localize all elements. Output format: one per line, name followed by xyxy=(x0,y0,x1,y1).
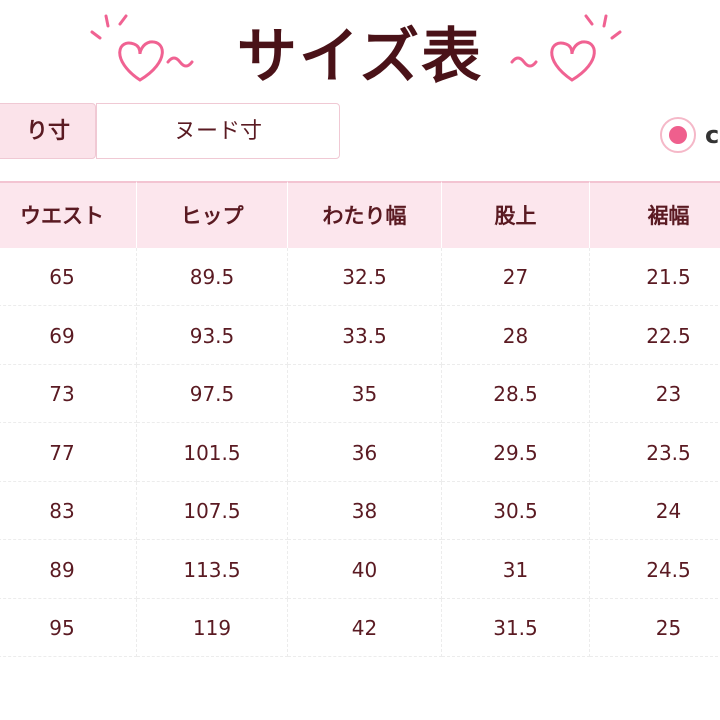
decoration xyxy=(90,14,622,82)
table-cell: 83 xyxy=(0,482,137,540)
table-cell: 28.5 xyxy=(442,365,590,423)
table-cell: 89.5 xyxy=(137,248,288,306)
table-cell: 33.5 xyxy=(288,306,442,365)
column-header: 裾幅 xyxy=(590,181,720,248)
table-cell: 35 xyxy=(288,365,442,423)
table-cell: 73 xyxy=(0,365,137,423)
tab[interactable]: り寸 xyxy=(0,103,96,159)
column-header: わたり幅 xyxy=(288,181,442,248)
table-cell: 24.5 xyxy=(590,541,720,599)
table-cell: 32.5 xyxy=(288,248,442,306)
table-cell: 28 xyxy=(442,306,590,365)
table-cell: 113.5 xyxy=(137,540,288,599)
column-header: 股上 xyxy=(442,181,590,248)
table-cell: 89 xyxy=(0,540,137,599)
table-cell: 42 xyxy=(288,599,442,657)
table-cell: 22.5 xyxy=(590,307,720,365)
table-cell: 95 xyxy=(0,599,137,657)
table-cell: 101.5 xyxy=(137,423,288,482)
table-cell: 24 xyxy=(590,482,720,540)
table-cell: 65 xyxy=(0,248,137,306)
table-cell: 23.5 xyxy=(590,424,720,482)
table-cell: 93.5 xyxy=(137,306,288,365)
table-cell: 77 xyxy=(0,423,137,482)
table-cell: 21.5 xyxy=(590,248,720,306)
table-cell: 23 xyxy=(590,365,720,423)
table-cell: 31.5 xyxy=(442,599,590,657)
tab[interactable]: ヌード寸 xyxy=(96,103,340,159)
table-cell: 119 xyxy=(137,599,288,657)
table-cell: 69 xyxy=(0,306,137,365)
table-cell: 29.5 xyxy=(442,423,590,482)
table-cell: 38 xyxy=(288,482,442,540)
table-cell: 97.5 xyxy=(137,365,288,423)
title: サイズ表 xyxy=(236,22,484,92)
table-cell: 40 xyxy=(288,540,442,599)
table-cell: 30.5 xyxy=(442,482,590,540)
radio-button[interactable] xyxy=(660,117,696,153)
column-header: ウエスト xyxy=(0,181,137,248)
table-cell: 25 xyxy=(590,599,720,657)
table-cell: 31 xyxy=(442,540,590,599)
table-cell: 107.5 xyxy=(137,482,288,540)
column-header: ヒップ xyxy=(137,181,288,248)
table-cell: 27 xyxy=(442,248,590,306)
radio-label[interactable]: c xyxy=(705,121,720,149)
table-cell: 36 xyxy=(288,423,442,482)
